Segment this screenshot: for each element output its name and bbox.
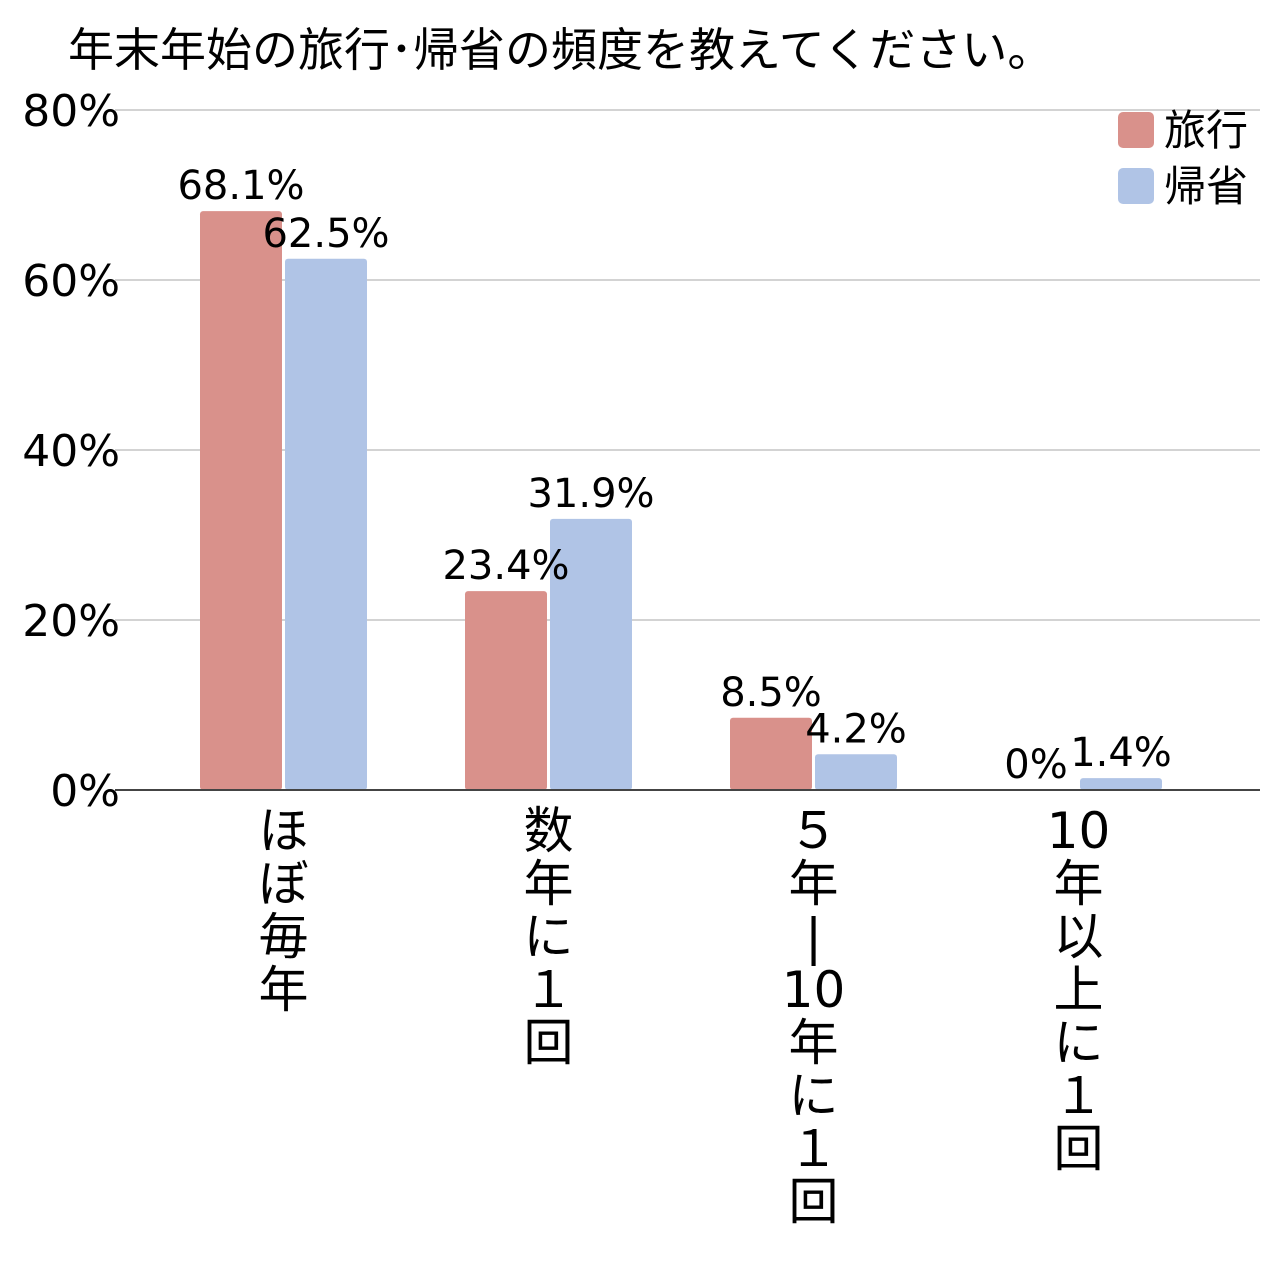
category-label-char: 10 — [1047, 802, 1111, 860]
data-label: 0% — [1004, 742, 1067, 788]
category-label-char: 回 — [524, 1014, 574, 1072]
data-labels: 68.1%62.5% 23.4% 31.9% 8.5%4.2% 0% 1.4% — [177, 163, 1171, 788]
legend-label: 帰省 — [1164, 162, 1248, 211]
data-label: 62.5% — [262, 211, 389, 257]
category-label-char: 回 — [789, 1173, 839, 1231]
category-label-char: １ — [1054, 1067, 1104, 1125]
y-tick-label: 80% — [22, 86, 120, 137]
category-label-char: ぼ — [259, 855, 309, 913]
category-label-char: １ — [524, 961, 574, 1019]
y-axis-tick-labels: 0% 20% 40% 60% 80% — [22, 86, 120, 817]
chart-title: 年末年始の旅行･帰省の頻度を教えてください。 — [68, 23, 1053, 77]
y-tick-label: 0% — [50, 766, 120, 817]
data-label: 8.5% — [720, 670, 822, 716]
bar-travel — [730, 717, 812, 790]
category-label-char: 以 — [1054, 908, 1104, 966]
bar-homecoming — [550, 518, 632, 790]
category-label-char: 年 — [789, 1014, 839, 1072]
category-label-char: ５ — [789, 802, 839, 860]
category-label-char: 年 — [1054, 855, 1104, 913]
y-tick-label: 40% — [22, 426, 120, 477]
bar-travel — [200, 211, 282, 790]
y-tick-label: 20% — [22, 596, 120, 647]
category-label-char: 10 — [782, 961, 846, 1019]
category-label-char: に — [1054, 1014, 1104, 1072]
category-label-char: に — [524, 908, 574, 966]
legend-swatch — [1118, 168, 1154, 204]
bar-homecoming — [815, 754, 897, 790]
data-label: 23.4% — [442, 543, 569, 589]
category-label-char: 毎 — [259, 908, 309, 966]
category-label-char: 数 — [524, 802, 574, 860]
bar-homecoming — [285, 258, 367, 790]
category-label-char: ほ — [259, 802, 309, 860]
category-label-char: 年 — [524, 855, 574, 913]
data-label: 1.4% — [1070, 730, 1172, 776]
category-label-char: 上 — [1054, 961, 1104, 1019]
category-label-char: 年 — [789, 855, 839, 913]
bar-homecoming — [1080, 778, 1162, 790]
y-tick-label: 60% — [22, 256, 120, 307]
data-label: 31.9% — [527, 471, 654, 517]
data-label: 4.2% — [805, 706, 907, 752]
category-label-char: | — [805, 908, 822, 966]
category-label-char: 年 — [259, 961, 309, 1019]
legend-label: 旅行 — [1164, 106, 1248, 155]
category-label-char: に — [789, 1067, 839, 1125]
category-label-char: １ — [789, 1120, 839, 1178]
category-label-char: 回 — [1054, 1120, 1104, 1178]
bars — [200, 211, 1162, 790]
bar-travel — [465, 591, 547, 790]
legend-swatch — [1118, 112, 1154, 148]
data-label: 68.1% — [177, 163, 304, 209]
